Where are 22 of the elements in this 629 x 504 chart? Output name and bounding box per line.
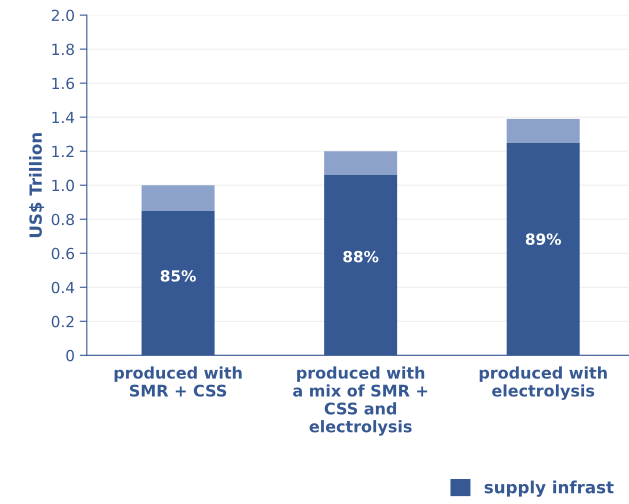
- y-tick-label: 0: [66, 350, 74, 362]
- bar: [506, 118, 580, 143]
- y-tick-label: 0.6: [52, 248, 74, 260]
- annotation: 88%: [343, 250, 378, 262]
- y-tick-label: 0.2: [52, 316, 74, 328]
- legend-label: supply infrast: [484, 480, 614, 497]
- y-tick-label: 1.8: [52, 44, 74, 56]
- bar: [324, 151, 398, 176]
- y-tick-label: 2.0: [52, 10, 74, 22]
- y-tick-label: 1.2: [52, 146, 74, 158]
- x-tick-label: produced with electrolysis: [480, 366, 607, 400]
- annotation: 89%: [526, 233, 561, 245]
- y-tick-label: 0.4: [52, 282, 74, 294]
- y-tick-label: 1.0: [52, 180, 74, 192]
- x-tick-label: produced with a mix of SMR + CSS and electrolysis: [293, 366, 428, 436]
- bar: [142, 185, 215, 211]
- y-tick-label: 0.8: [52, 214, 74, 226]
- y-tick-label: 1.4: [52, 112, 74, 123]
- y-tick-label: 1.6: [52, 78, 74, 90]
- annotation: 85%: [160, 270, 196, 282]
- x-tick-label: produced with SMR + CSS: [114, 366, 242, 397]
- y-axis-title: US$ Trillion: [29, 133, 44, 238]
